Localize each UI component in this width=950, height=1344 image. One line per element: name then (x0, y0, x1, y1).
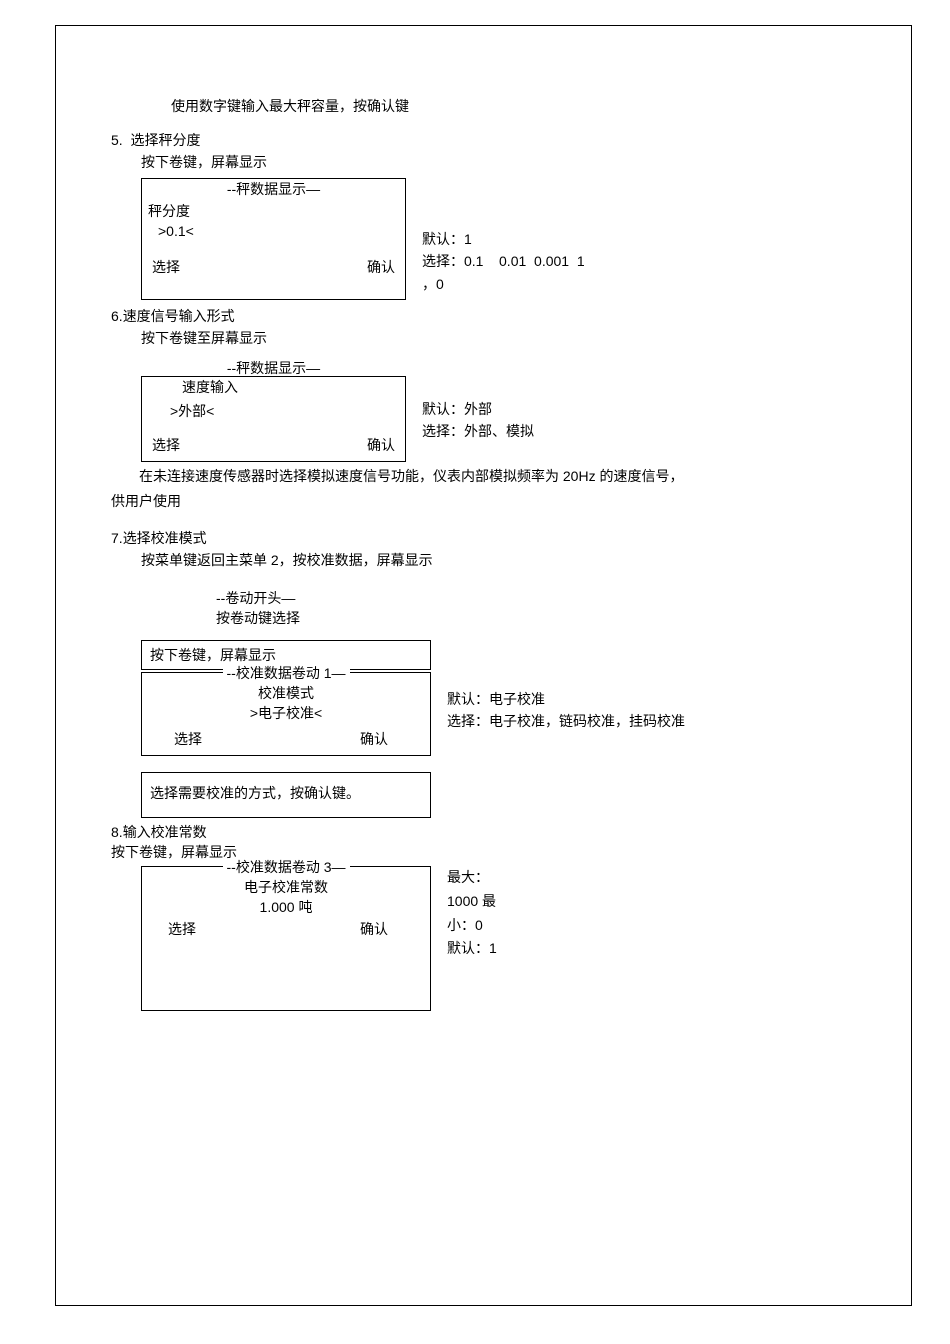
screen-header: --校准数据卷动 1— (223, 665, 350, 681)
select-label: 选择 (152, 435, 180, 455)
note-line: 小：0 (447, 914, 497, 938)
document-page: 使用数字键输入最大秤容量，按确认键 5. 选择秤分度 按下卷键，屏幕显示 --秤… (55, 25, 912, 1306)
note-7: 默认：电子校准 选择：电子校准，链码校准，挂码校准 (447, 688, 685, 733)
section-8-heading: 8.输入校准常数 (111, 822, 856, 842)
note-line: 选择：外部、模拟 (422, 420, 534, 442)
screen-value: >0.1< (148, 223, 399, 239)
note-line: 默认：外部 (422, 398, 534, 420)
note-line: 最大： (447, 866, 497, 890)
select-label: 选择 (152, 257, 180, 277)
note-line: 选择：0.1 0.01 0.001 1 (422, 250, 585, 272)
note-5: 默认：1 选择：0.1 0.01 0.001 1 ，0 (422, 228, 585, 295)
section-7-sub: 按菜单键返回主菜单 2，按校准数据，屏幕显示 (141, 550, 856, 570)
screen-value: >电子校准< (150, 703, 422, 723)
section-number: 5. (111, 132, 123, 148)
section-title: 输入校准常数 (123, 824, 207, 840)
section-6-sub: 按下卷键至屏幕显示 (141, 328, 856, 348)
screen-header: --校准数据卷动 3— (223, 859, 350, 875)
screen-box-7: --校准数据卷动 1— 校准模式 >电子校准< 选择 确认 (141, 672, 431, 756)
scroll-header: --卷动开头— (216, 588, 856, 608)
note-6: 默认：外部 选择：外部、模拟 (422, 398, 534, 443)
scroll-hint: 按卷动键选择 (216, 608, 856, 628)
screen-box-5: --秤数据显示— 秤分度 >0.1< 选择 确认 (141, 178, 406, 300)
screen-line: 速度输入 (178, 377, 242, 397)
screen-value: >外部< (148, 401, 399, 421)
section-7-heading: 7.选择校准模式 (111, 528, 856, 548)
select-label: 选择 (154, 919, 196, 939)
note-line: ，0 (422, 273, 585, 295)
note-line: 默认：电子校准 (447, 688, 685, 710)
confirm-label: 确认 (360, 729, 418, 749)
screen-line: 秤分度 (148, 201, 399, 221)
screen-line: 校准模式 (150, 683, 422, 703)
section-number: 8. (111, 824, 123, 840)
screen-value: 1.000 吨 (150, 897, 422, 917)
note-line: 1000 最 (447, 890, 497, 914)
note-line: 选择：电子校准，链码校准，挂码校准 (447, 710, 685, 732)
section-number: 6. (111, 308, 123, 324)
select-label: 选择 (154, 729, 202, 749)
section-title: 选择校准模式 (123, 530, 207, 546)
screen-header-outside: --秤数据显示— (141, 358, 406, 378)
section-6-para2: 供用户使用 (111, 491, 856, 512)
after-box-7: 选择需要校准的方式，按确认键。 (141, 772, 431, 818)
section-title: 速度信号输入形式 (123, 308, 235, 324)
confirm-label: 确认 (367, 257, 395, 277)
note-line: 默认：1 (447, 937, 497, 961)
screen-line: 电子校准常数 (150, 877, 422, 897)
confirm-label: 确认 (367, 435, 395, 455)
confirm-label: 确认 (360, 919, 418, 939)
section-number: 7. (111, 530, 123, 546)
section-5-heading: 5. 选择秤分度 (111, 130, 856, 150)
screen-box-8: --校准数据卷动 3— 电子校准常数 1.000 吨 选择 确认 (141, 866, 431, 1011)
after-text: 选择需要校准的方式，按确认键。 (150, 785, 360, 801)
hint-text: 按下卷键，屏幕显示 (150, 647, 276, 663)
note-8: 最大： 1000 最 小：0 默认：1 (447, 866, 497, 961)
screen-header: --秤数据显示— (223, 179, 324, 199)
intro-line: 使用数字键输入最大秤容量，按确认键 (171, 96, 856, 116)
section-6-heading: 6.速度信号输入形式 (111, 306, 856, 326)
section-5-sub: 按下卷键，屏幕显示 (141, 152, 856, 172)
note-line: 默认：1 (422, 228, 585, 250)
section-6-para1: 在未连接速度传感器时选择模拟速度信号功能，仪表内部模拟频率为 20Hz 的速度信… (111, 466, 856, 487)
section-title: 选择秤分度 (130, 132, 200, 148)
screen-box-6: 速度输入 >外部< 选择 确认 (141, 376, 406, 462)
